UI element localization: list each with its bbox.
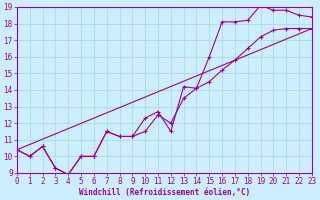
X-axis label: Windchill (Refroidissement éolien,°C): Windchill (Refroidissement éolien,°C) [79, 188, 250, 197]
